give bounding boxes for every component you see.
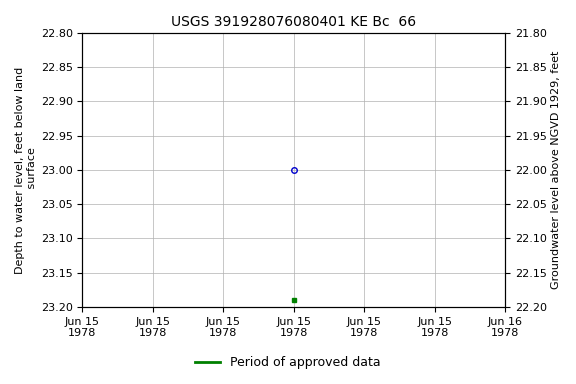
Y-axis label: Depth to water level, feet below land
 surface: Depth to water level, feet below land su… [15,66,37,273]
Title: USGS 391928076080401 KE Bc  66: USGS 391928076080401 KE Bc 66 [171,15,416,29]
Legend: Period of approved data: Period of approved data [190,351,386,374]
Y-axis label: Groundwater level above NGVD 1929, feet: Groundwater level above NGVD 1929, feet [551,51,561,289]
